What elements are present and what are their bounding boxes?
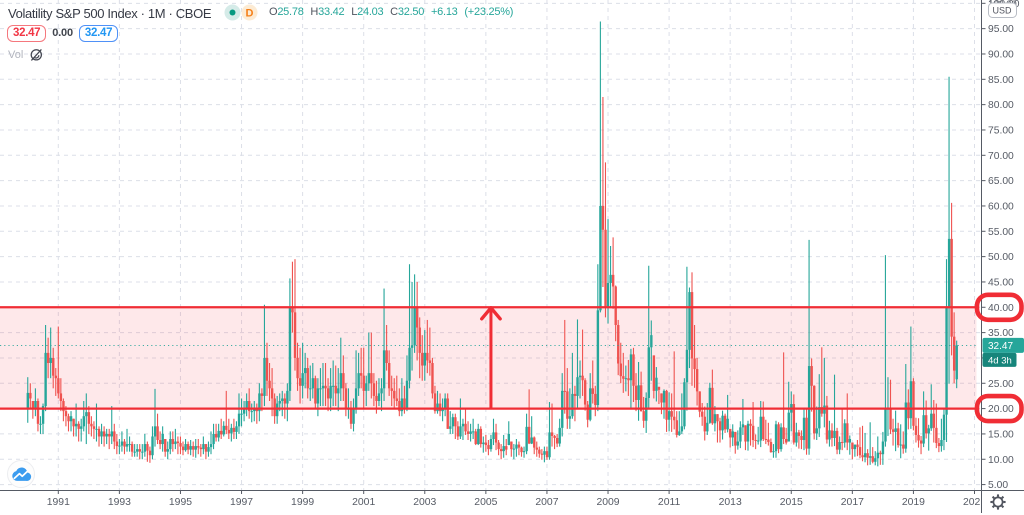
- svg-text:2017: 2017: [841, 497, 864, 508]
- high-value: 33.42: [318, 6, 345, 18]
- countdown-badge: 4d 3h: [982, 352, 1017, 367]
- svg-text:80.00: 80.00: [988, 100, 1014, 111]
- last-price-badge[interactable]: 32.47: [982, 337, 1024, 353]
- svg-text:1991: 1991: [47, 497, 70, 508]
- svg-text:1999: 1999: [291, 497, 314, 508]
- svg-text:4d 3h: 4d 3h: [988, 355, 1012, 366]
- low-value: 24.03: [357, 6, 384, 18]
- circled-price-annotation-lower[interactable]: [974, 393, 1024, 424]
- svg-text:75.00: 75.00: [988, 125, 1014, 136]
- provider-logo[interactable]: [7, 460, 35, 488]
- gear-icon[interactable]: [989, 493, 1007, 511]
- spread-value: 0.00: [52, 27, 73, 39]
- svg-text:35.00: 35.00: [988, 328, 1014, 339]
- svg-text:10.00: 10.00: [988, 455, 1014, 466]
- close-label: C: [390, 6, 398, 18]
- svg-text:2003: 2003: [413, 497, 436, 508]
- svg-text:25.00: 25.00: [988, 379, 1014, 390]
- svg-text:USD: USD: [992, 6, 1012, 16]
- circled-price-annotation-upper[interactable]: [974, 292, 1024, 323]
- low-label: L: [351, 6, 358, 18]
- highlight-band: [0, 307, 977, 409]
- currency-badge[interactable]: USD: [988, 2, 1017, 18]
- svg-text:65.00: 65.00: [988, 176, 1014, 187]
- open-label: O: [269, 6, 278, 18]
- bid-ask-row: 32.47 0.00 32.47: [7, 24, 119, 42]
- change-percent: (+23.25%): [464, 6, 514, 18]
- svg-text:95.00: 95.00: [988, 24, 1014, 35]
- svg-text:1995: 1995: [169, 497, 192, 508]
- buy-price-button[interactable]: 32.47: [78, 24, 119, 42]
- symbol-title-row[interactable]: Volatility S&P 500 Index · 1M · CBOE: [8, 4, 212, 22]
- volume-label: Vol: [8, 49, 24, 61]
- svg-text:2013: 2013: [719, 497, 742, 508]
- arrow-annotation[interactable]: [480, 306, 502, 408]
- candles: [26, 21, 958, 467]
- svg-text:2019: 2019: [902, 497, 925, 508]
- svg-text:20.00: 20.00: [988, 404, 1014, 415]
- svg-text:2007: 2007: [535, 497, 558, 508]
- sell-price-button[interactable]: 32.47: [7, 24, 47, 42]
- market-status-badges: D: [224, 4, 262, 21]
- svg-text:1997: 1997: [230, 497, 253, 508]
- svg-text:15.00: 15.00: [988, 429, 1014, 440]
- svg-text:1993: 1993: [108, 497, 131, 508]
- svg-text:2021: 2021: [963, 497, 986, 508]
- delayed-badge-letter: D: [246, 8, 254, 20]
- svg-text:60.00: 60.00: [988, 201, 1014, 212]
- change-value: +6.13: [430, 6, 458, 18]
- svg-text:2009: 2009: [596, 497, 619, 508]
- svg-text:5.00: 5.00: [988, 480, 1008, 491]
- high-label: H: [310, 6, 319, 18]
- svg-text:85.00: 85.00: [988, 75, 1014, 86]
- time-axis-labels[interactable]: 1991 1993 1995 1997 1999 2001 2003 2005 2007 2009…: [47, 490, 987, 508]
- svg-text:2001: 2001: [352, 497, 375, 508]
- svg-text:70.00: 70.00: [988, 151, 1014, 162]
- svg-text:2015: 2015: [780, 497, 803, 508]
- svg-text:2011: 2011: [658, 497, 681, 508]
- cloud-chart-logo-icon: [11, 466, 31, 481]
- svg-text:32.47: 32.47: [988, 341, 1013, 352]
- symbol-title[interactable]: Volatility S&P 500 Index · 1M · CBOE: [8, 5, 212, 21]
- svg-text:90.00: 90.00: [988, 49, 1014, 60]
- open-value: 25.78: [277, 6, 304, 18]
- svg-text:55.00: 55.00: [988, 227, 1014, 238]
- delayed-data-icon[interactable]: [241, 4, 258, 21]
- price-axis-labels[interactable]: 5.0010.0015.0020.0025.0030.0035.0040.004…: [981, 0, 1020, 491]
- ohlc-values-row: O25.78 H33.42 L24.03 C32.50 +6.13 (+23.2…: [269, 6, 513, 18]
- svg-text:40.00: 40.00: [988, 303, 1014, 314]
- svg-text:2005: 2005: [474, 497, 497, 508]
- close-value: 32.50: [397, 6, 425, 18]
- eye-off-icon[interactable]: [29, 48, 44, 62]
- svg-text:50.00: 50.00: [988, 252, 1014, 263]
- svg-text:45.00: 45.00: [988, 277, 1014, 288]
- volume-legend-row: Vol: [8, 48, 44, 62]
